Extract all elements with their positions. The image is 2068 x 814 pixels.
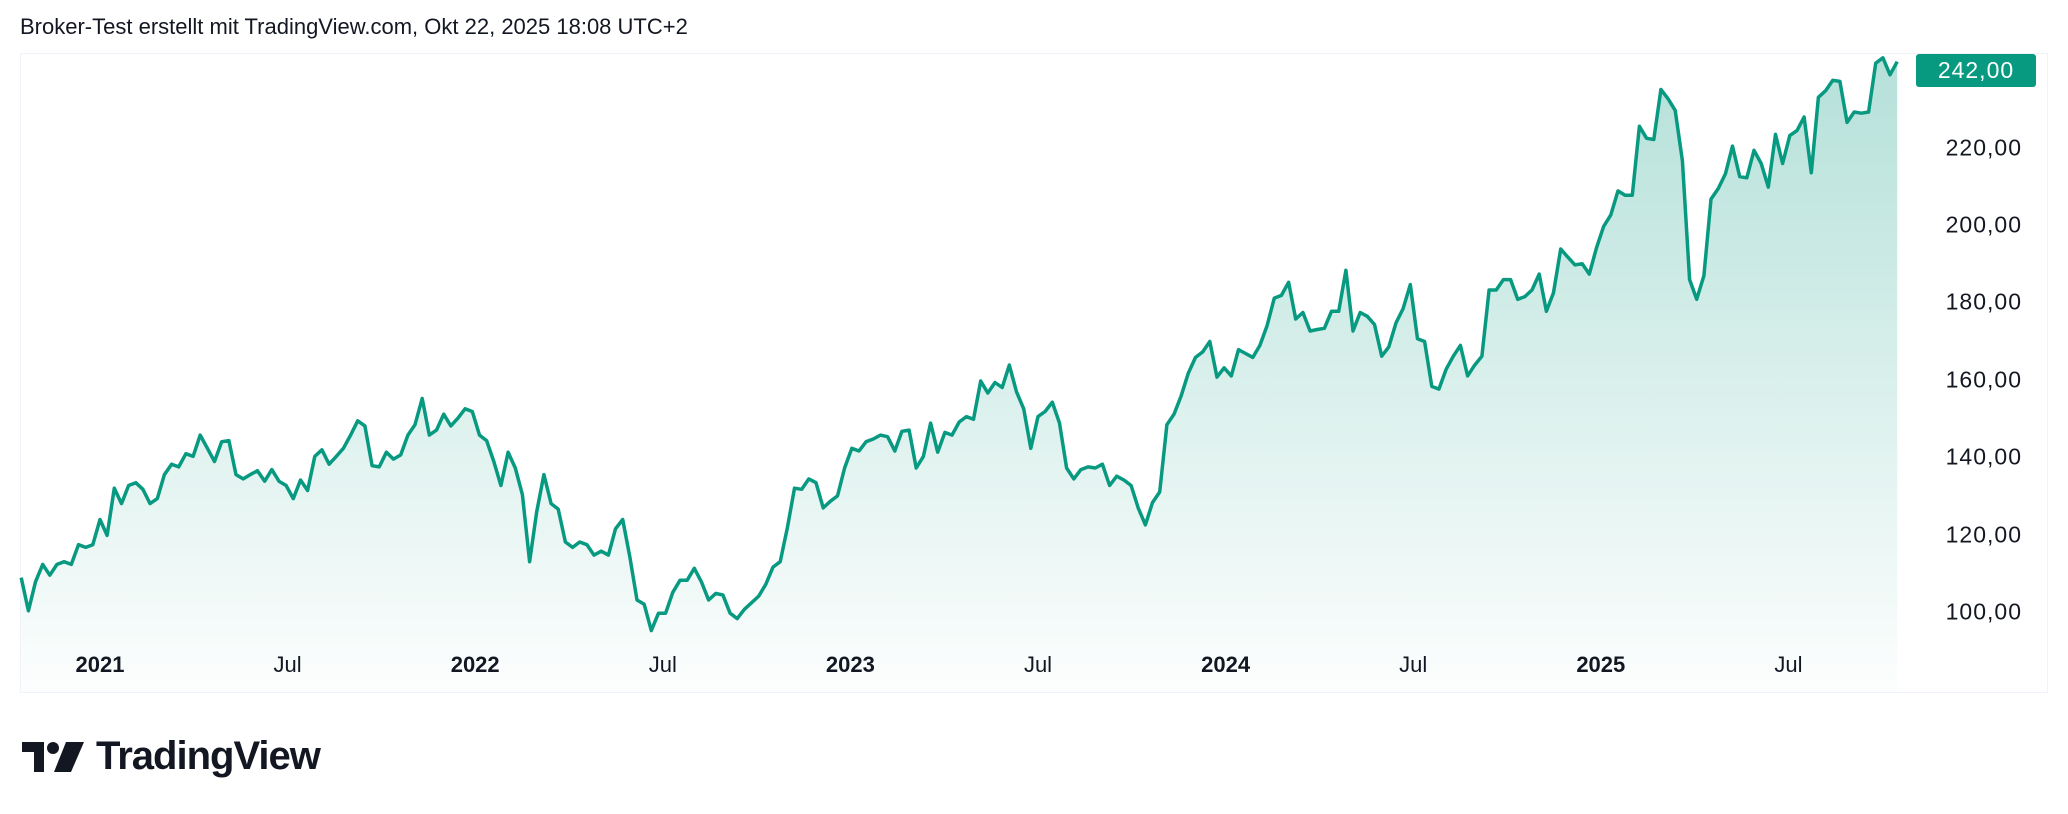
y-tick-label: 140,00 — [1945, 443, 2022, 470]
tradingview-logo-icon — [22, 741, 84, 772]
chart-frame — [20, 53, 2048, 693]
x-tick-label: Jul — [273, 652, 302, 677]
x-tick-label: Jul — [1023, 652, 1053, 677]
price-area-fill — [21, 57, 1898, 693]
tradingview-logo-text: TradingView — [96, 734, 321, 778]
x-tick-label: 2023 — [825, 652, 875, 677]
x-tick-label: 2024 — [1201, 652, 1251, 677]
y-tick-label: 160,00 — [1945, 366, 2022, 393]
chart-title: Broker-Test erstellt mit TradingView.com… — [20, 14, 688, 39]
x-tick-label: 2021 — [75, 652, 125, 677]
y-tick-label: 200,00 — [1945, 211, 2022, 238]
x-tick-label: 2022 — [450, 652, 500, 677]
price-line — [19, 56, 1899, 633]
y-tick-label: 120,00 — [1945, 521, 2022, 548]
y-tick-label: 220,00 — [1945, 134, 2022, 161]
y-tick-label: 180,00 — [1945, 288, 2022, 315]
x-tick-label: 2025 — [1576, 652, 1626, 677]
x-tick-label: Jul — [1399, 652, 1428, 677]
tradingview-logo[interactable]: TradingView — [22, 734, 321, 779]
y-tick-label: 100,00 — [1945, 598, 2022, 625]
x-tick-label: Jul — [648, 652, 677, 677]
x-tick-label: Jul — [1774, 652, 1803, 677]
last-price-badge: 242,00 — [1916, 54, 2036, 87]
